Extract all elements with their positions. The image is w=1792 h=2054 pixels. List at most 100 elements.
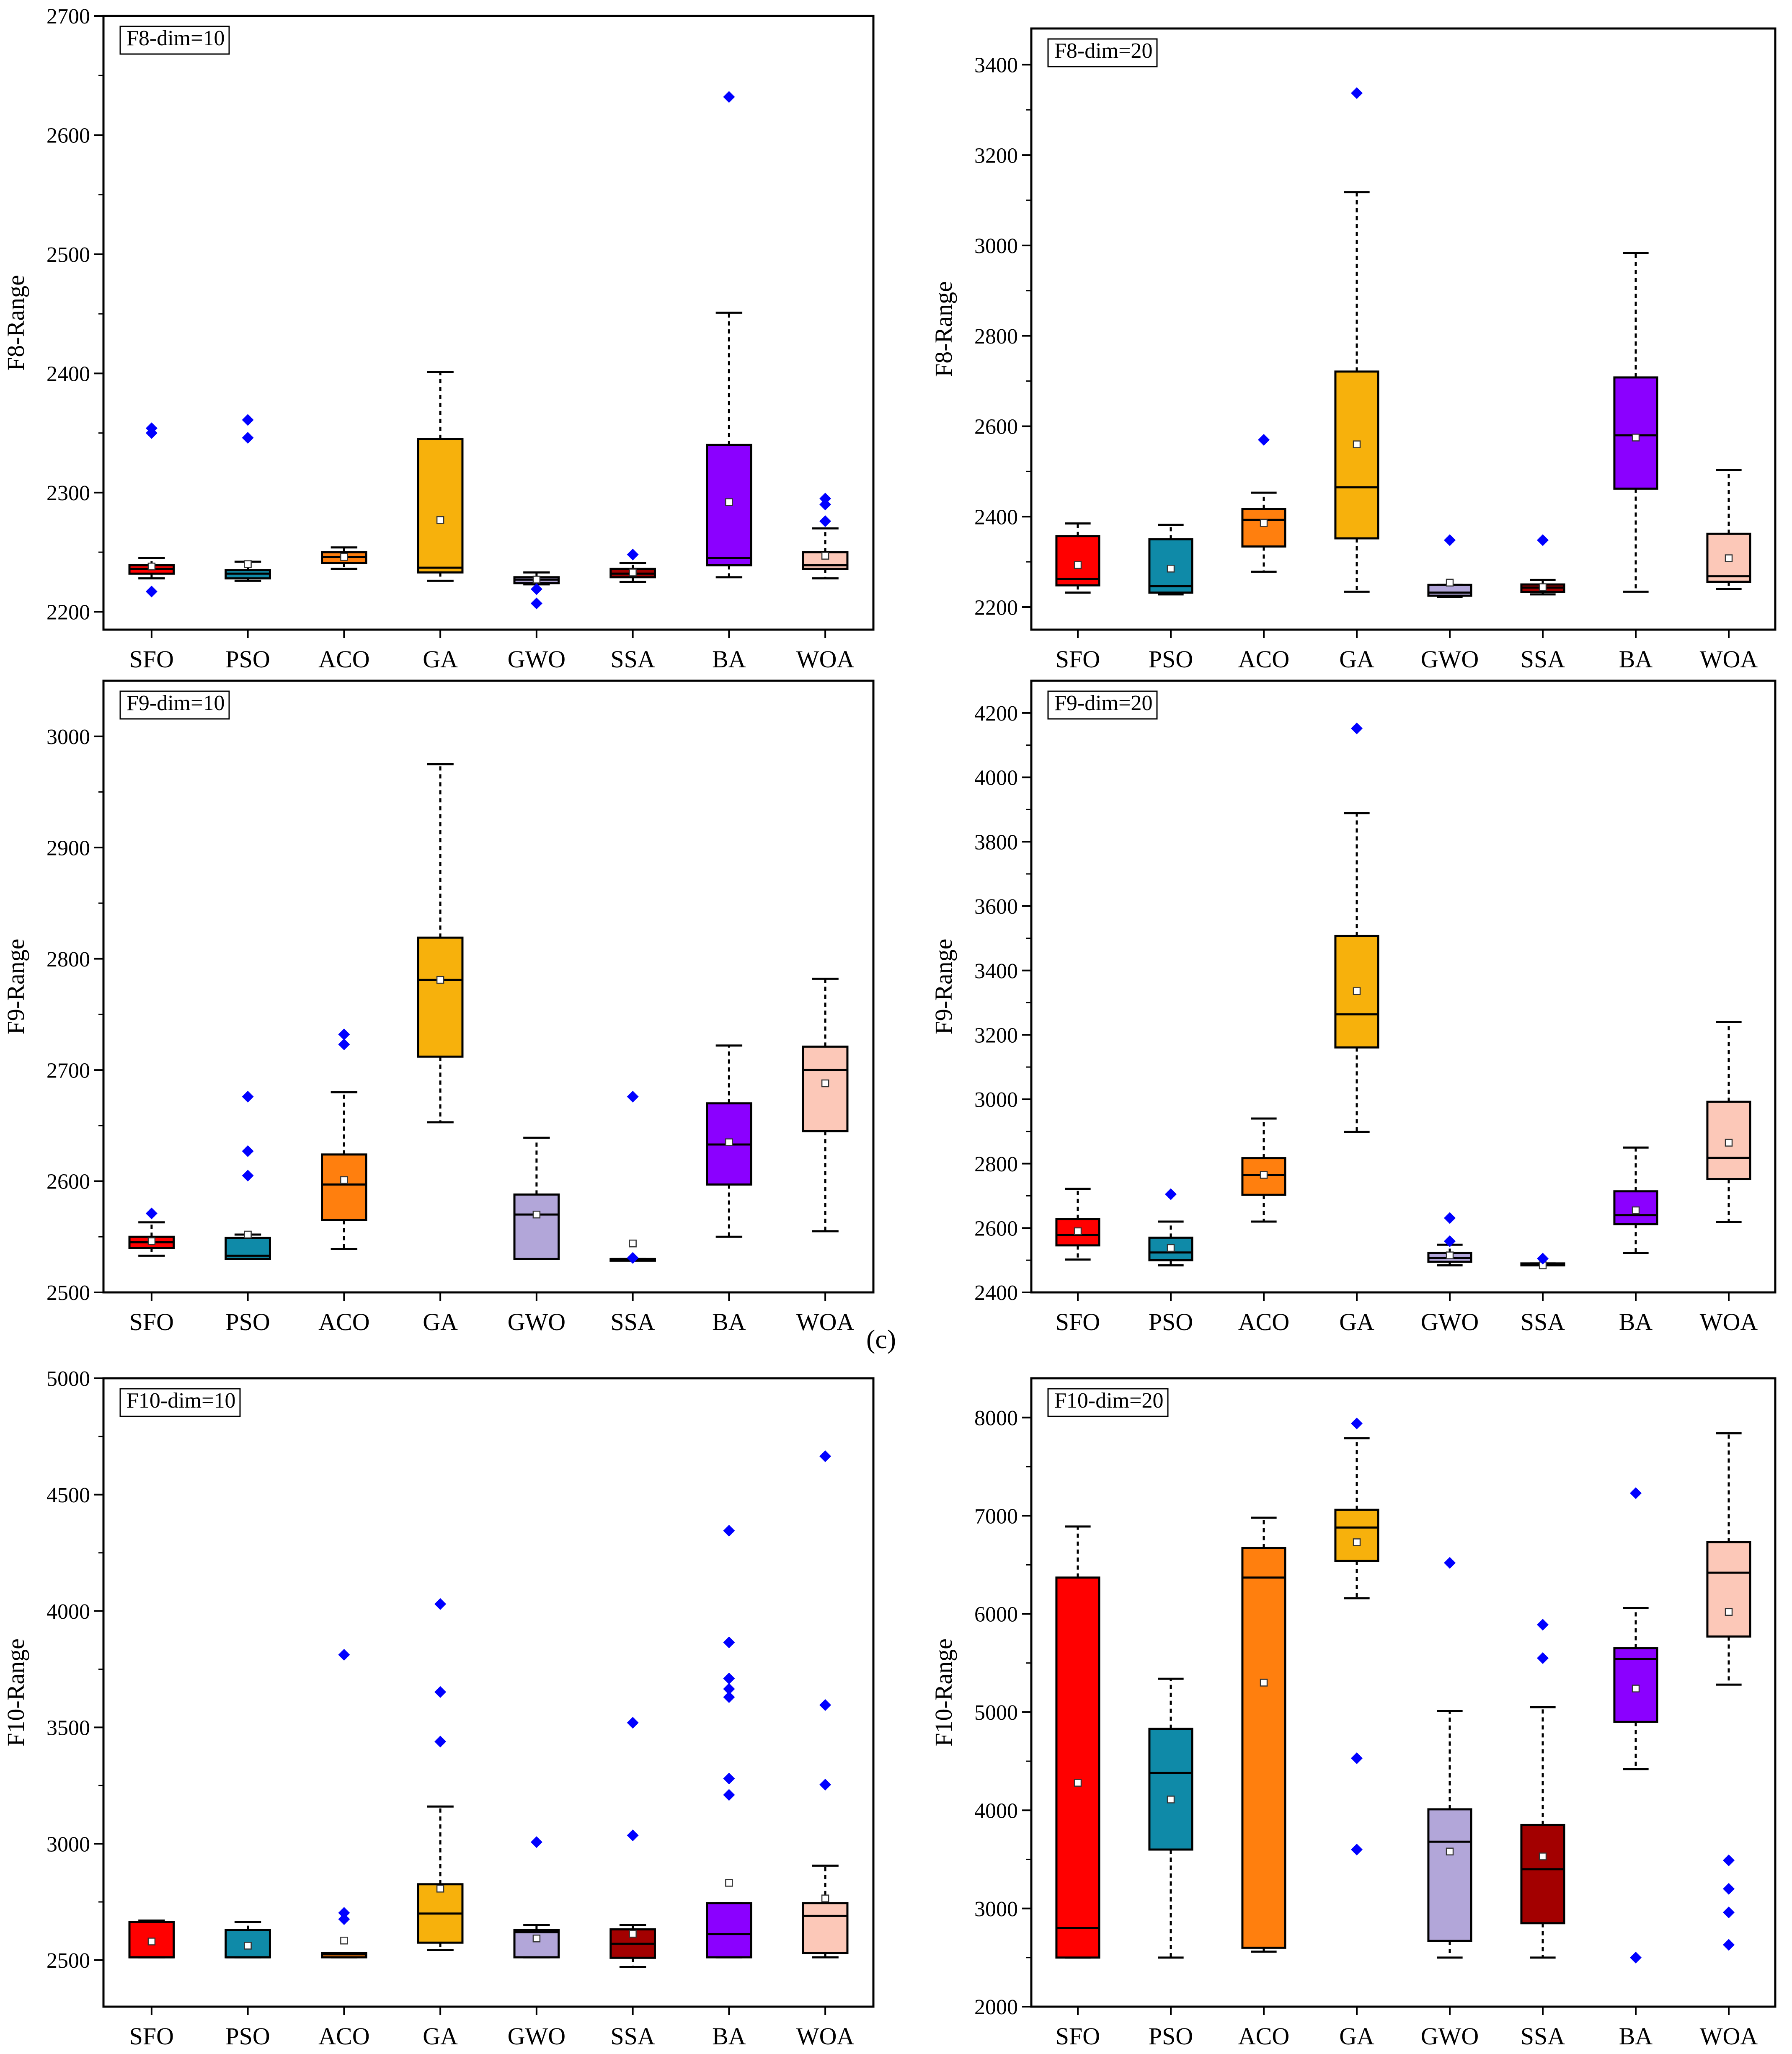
outlier-point — [1723, 1907, 1735, 1918]
iqr-box — [802, 1902, 849, 1954]
x-tick-label: BA — [1619, 646, 1653, 673]
mean-marker — [532, 576, 541, 584]
y-tick-label: 2500 — [46, 1949, 90, 1973]
box-pso: PSO — [1148, 1677, 1193, 2050]
mean-marker — [1446, 1847, 1454, 1855]
mean-marker — [1446, 579, 1454, 587]
box-ga: GA — [417, 1598, 464, 2050]
y-tick-label: 2000 — [974, 1995, 1018, 2019]
chart-panel-2: 2200 2400 2600 2800 3000 3200 3400 F8-Range F8-d… — [930, 27, 1777, 673]
chart-panel-4: 2400 2600 2800 3000 3200 3400 3600 3800 4000 4200… — [930, 679, 1777, 1336]
outlier-point — [723, 91, 735, 103]
outlier-point — [627, 1252, 639, 1264]
y-axis-label: F8-Range — [2, 275, 29, 371]
outlier-point — [145, 1207, 158, 1219]
mean-marker — [1167, 1796, 1175, 1803]
outlier-point — [530, 583, 542, 595]
box-pso: PSO — [225, 1090, 271, 1336]
y-tick-label: 2600 — [974, 415, 1018, 439]
mean-marker — [1260, 1171, 1268, 1179]
outlier-point — [819, 499, 831, 511]
outlier-point — [1351, 1417, 1363, 1429]
x-tick-label: SFO — [129, 646, 174, 673]
outlier-point — [1537, 1652, 1549, 1664]
x-tick-label: WOA — [1700, 1308, 1758, 1336]
box-woa: WOA — [796, 977, 854, 1336]
figure-label: (c) — [866, 1324, 896, 1354]
mean-marker — [1539, 1852, 1547, 1860]
box-pso: PSO — [225, 414, 271, 673]
x-tick-label: SFO — [1056, 2023, 1100, 2050]
outlier-point — [338, 1039, 350, 1051]
outlier-point — [723, 1683, 735, 1695]
outlier-point — [242, 414, 254, 426]
chart-title: F8-dim=20 — [1054, 39, 1152, 63]
x-tick-label: GWO — [1421, 1308, 1479, 1336]
outlier-point — [1444, 1557, 1456, 1569]
y-tick-label: 3000 — [46, 725, 90, 749]
y-tick-label: 3400 — [974, 959, 1018, 983]
y-tick-label: 3000 — [974, 1088, 1018, 1112]
y-tick-label: 2600 — [46, 1170, 90, 1194]
iqr-box — [1241, 1157, 1286, 1196]
outlier-point — [723, 1789, 735, 1801]
y-tick-label: 2500 — [46, 243, 90, 267]
y-axis-label: F9-Range — [2, 939, 29, 1035]
outlier-point — [819, 493, 831, 505]
iqr-box — [1241, 508, 1286, 548]
outlier-point — [145, 422, 158, 434]
box-aco: ACO — [318, 1649, 370, 2050]
mean-marker — [1539, 583, 1547, 591]
box-pso: PSO — [225, 1921, 271, 2050]
y-tick-label: 2800 — [46, 948, 90, 971]
x-tick-label: SFO — [129, 1308, 174, 1336]
y-tick-label: 3000 — [46, 1832, 90, 1856]
outlier-point — [1723, 1883, 1735, 1895]
box-aco: ACO — [318, 546, 370, 673]
y-tick-label: 2700 — [46, 1059, 90, 1083]
box-ga: GA — [1334, 87, 1379, 673]
box-sfo: SFO — [1055, 1525, 1100, 2050]
box-ba: BA — [706, 1044, 752, 1336]
title-box — [119, 690, 230, 720]
title-box — [1047, 690, 1158, 720]
mean-marker — [436, 516, 444, 524]
iqr-box — [1241, 1547, 1286, 1949]
y-tick-label: 2400 — [974, 1281, 1018, 1305]
outlier-point — [1537, 1619, 1549, 1631]
mean-marker — [629, 568, 637, 576]
y-tick-label: 4000 — [974, 1799, 1018, 1823]
y-tick-label: 3800 — [974, 830, 1018, 854]
mean-marker — [1632, 1206, 1640, 1214]
plot-frame — [102, 679, 875, 1294]
y-tick-label: 2900 — [46, 836, 90, 860]
box-gwo: GWO — [508, 571, 565, 673]
outlier-point — [723, 1691, 735, 1703]
outlier-point — [1351, 1844, 1363, 1855]
y-tick-label: 2200 — [974, 596, 1018, 620]
x-tick-label: SFO — [1056, 646, 1100, 673]
iqr-box — [417, 936, 464, 1058]
y-tick-label: 8000 — [974, 1406, 1018, 1430]
title-box — [119, 26, 230, 55]
mean-marker — [1353, 440, 1361, 448]
iqr-box — [706, 1902, 752, 1958]
iqr-box — [1148, 1728, 1193, 1851]
x-tick-label: BA — [1619, 2023, 1653, 2050]
mean-marker — [725, 1879, 733, 1887]
y-tick-label: 3000 — [974, 234, 1018, 258]
outlier-point — [1630, 1951, 1642, 1964]
iqr-box — [1613, 1647, 1658, 1723]
box-gwo: GWO — [1421, 534, 1479, 673]
x-tick-label: SSA — [610, 1308, 655, 1336]
outlier-point — [1723, 1854, 1735, 1866]
outlier-point — [338, 1649, 350, 1661]
outlier-point — [627, 1090, 639, 1103]
x-tick-label: PSO — [225, 1308, 270, 1336]
x-tick-label: GA — [1339, 1308, 1374, 1336]
plot-frame — [102, 1377, 875, 2008]
box-aco: ACO — [1238, 1517, 1289, 2050]
mean-marker — [821, 1079, 829, 1088]
box-woa: WOA — [796, 1450, 854, 2050]
